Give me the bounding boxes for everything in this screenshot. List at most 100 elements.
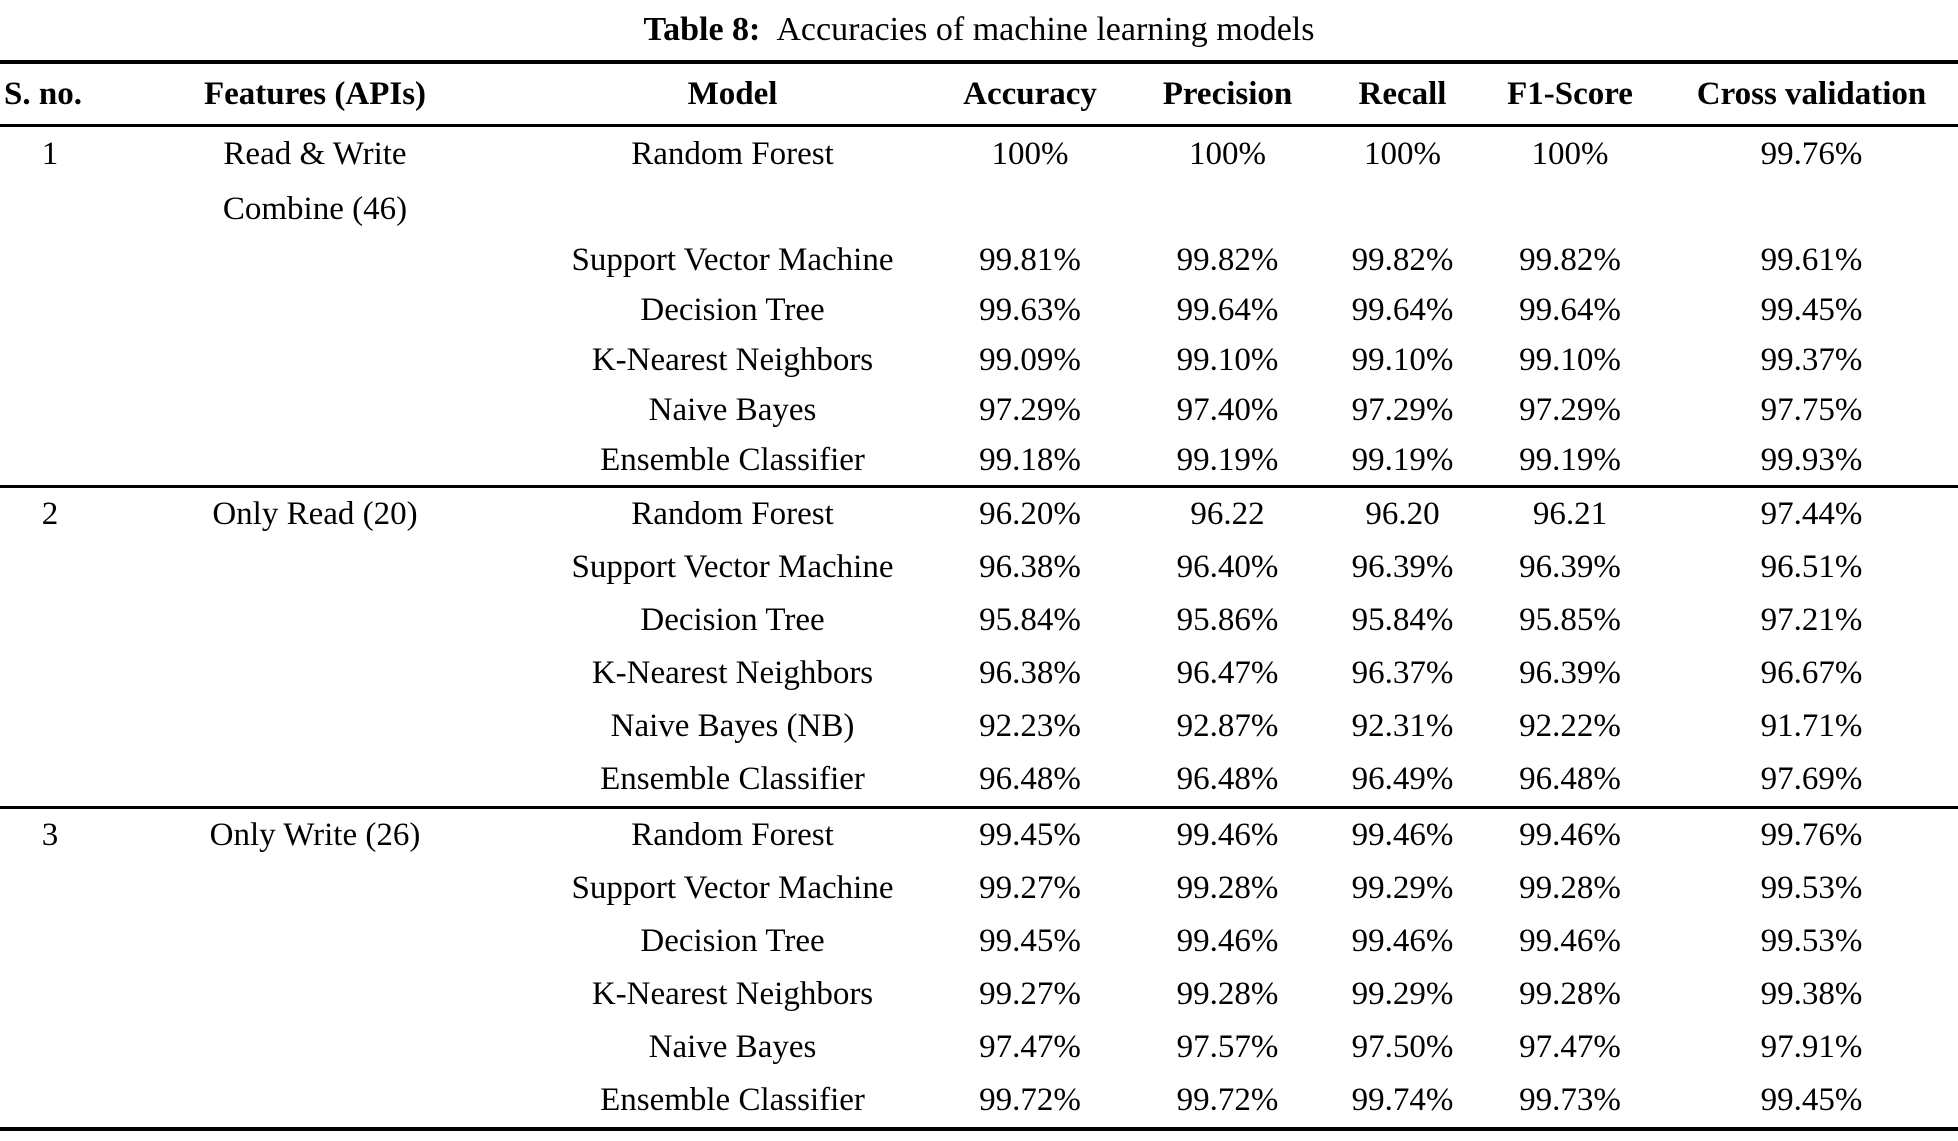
f1-cell: 96.21 bbox=[1532, 496, 1608, 532]
table-caption-title: Accuracies of machine learning models bbox=[776, 11, 1315, 48]
accuracy-cell: 99.45% bbox=[979, 817, 1081, 853]
f1-cell: 99.28% bbox=[1519, 870, 1621, 906]
model-cell: Support Vector Machine bbox=[571, 241, 894, 278]
recall-cell: 99.19% bbox=[1351, 441, 1454, 478]
col-header-model: Model bbox=[687, 75, 778, 112]
recall-cell: 99.10% bbox=[1351, 341, 1454, 378]
precision-cell: 99.72% bbox=[1176, 1082, 1279, 1118]
features-line: Only Write (26) bbox=[209, 817, 421, 853]
precision-cell: 100% bbox=[1189, 136, 1266, 172]
table-row: Support Vector Machine 96.38% 96.40% 96.… bbox=[0, 541, 1958, 594]
col-header-accuracy: Accuracy bbox=[963, 75, 1097, 112]
features-line: Combine (46) bbox=[222, 191, 408, 227]
accuracy-cell: 99.27% bbox=[979, 870, 1081, 906]
sno-cell: 1 bbox=[41, 136, 59, 172]
precision-cell: 97.40% bbox=[1176, 391, 1279, 428]
accuracy-cell: 99.18% bbox=[979, 441, 1081, 478]
cv-cell: 97.91% bbox=[1760, 1029, 1863, 1065]
cv-cell: 97.75% bbox=[1760, 391, 1863, 428]
table-row: 2 Only Read (20) Random Forest 96.20% 96… bbox=[0, 487, 1958, 542]
cv-cell: 97.69% bbox=[1760, 761, 1863, 797]
f1-cell: 92.22% bbox=[1519, 708, 1621, 744]
recall-cell: 97.29% bbox=[1351, 391, 1454, 428]
recall-cell: 97.50% bbox=[1351, 1029, 1454, 1065]
f1-cell: 96.39% bbox=[1519, 655, 1621, 691]
table-row: Naive Bayes (NB) 92.23% 92.87% 92.31% 92… bbox=[0, 700, 1958, 753]
f1-cell: 97.29% bbox=[1519, 391, 1621, 428]
recall-cell: 100% bbox=[1364, 136, 1441, 172]
f1-cell: 99.64% bbox=[1519, 291, 1621, 328]
sno-cell: 2 bbox=[41, 496, 59, 532]
model-cell: Random Forest bbox=[631, 817, 834, 853]
table-row: Decision Tree 99.63% 99.64% 99.64% 99.64… bbox=[0, 285, 1958, 335]
precision-cell: 99.46% bbox=[1176, 923, 1279, 959]
table-row: Ensemble Classifier 99.72% 99.72% 99.74%… bbox=[0, 1074, 1958, 1129]
table-row: Ensemble Classifier 96.48% 96.48% 96.49%… bbox=[0, 753, 1958, 808]
precision-cell: 99.64% bbox=[1176, 291, 1279, 328]
sno-cell: 3 bbox=[41, 817, 59, 853]
recall-cell: 96.20 bbox=[1365, 496, 1440, 532]
f1-cell: 96.48% bbox=[1519, 761, 1621, 797]
cv-cell: 99.76% bbox=[1760, 136, 1863, 172]
model-cell: Ensemble Classifier bbox=[600, 441, 865, 478]
cv-cell: 96.51% bbox=[1760, 549, 1863, 585]
accuracy-cell: 96.38% bbox=[979, 549, 1081, 585]
col-header-cv: Cross validation bbox=[1696, 75, 1927, 112]
precision-cell: 99.19% bbox=[1176, 441, 1279, 478]
cv-cell: 99.61% bbox=[1760, 241, 1863, 278]
f1-cell: 97.47% bbox=[1519, 1029, 1621, 1065]
precision-cell: 96.22 bbox=[1190, 496, 1265, 532]
accuracy-cell: 92.23% bbox=[979, 708, 1081, 744]
model-cell: Naive Bayes (NB) bbox=[610, 708, 855, 744]
table-row: Support Vector Machine 99.81% 99.82% 99.… bbox=[0, 235, 1958, 285]
recall-cell: 99.29% bbox=[1351, 870, 1454, 906]
f1-cell: 95.85% bbox=[1519, 602, 1621, 638]
cv-cell: 99.53% bbox=[1760, 923, 1863, 959]
f1-cell: 99.82% bbox=[1519, 241, 1621, 278]
f1-cell: 99.73% bbox=[1519, 1082, 1621, 1118]
cv-cell: 97.21% bbox=[1760, 602, 1863, 638]
recall-cell: 95.84% bbox=[1351, 602, 1454, 638]
section-only-write: 3 Only Write (26) Random Forest 99.45% 9… bbox=[0, 808, 1958, 1129]
table-row: Support Vector Machine 99.27% 99.28% 99.… bbox=[0, 862, 1958, 915]
model-cell: Naive Bayes bbox=[648, 391, 817, 428]
section-only-read: 2 Only Read (20) Random Forest 96.20% 96… bbox=[0, 487, 1958, 808]
accuracy-table: S. no. Features (APIs) Model Accuracy Pr… bbox=[0, 60, 1958, 1131]
col-header-sno: S. no. bbox=[4, 75, 82, 112]
recall-cell: 96.37% bbox=[1351, 655, 1454, 691]
cv-cell: 96.67% bbox=[1760, 655, 1863, 691]
cv-cell: 99.45% bbox=[1760, 291, 1863, 328]
precision-cell: 99.82% bbox=[1176, 241, 1279, 278]
accuracy-cell: 99.72% bbox=[979, 1082, 1081, 1118]
recall-cell: 99.74% bbox=[1351, 1082, 1454, 1118]
precision-cell: 97.57% bbox=[1176, 1029, 1279, 1065]
recall-cell: 99.46% bbox=[1351, 923, 1454, 959]
model-cell: Support Vector Machine bbox=[571, 870, 894, 906]
accuracy-cell: 99.27% bbox=[979, 976, 1081, 1012]
table-row: 1 Read & Write Combine (46) Random Fores… bbox=[0, 126, 1958, 236]
col-header-f1: F1-Score bbox=[1507, 75, 1633, 112]
model-cell: K-Nearest Neighbors bbox=[591, 341, 874, 378]
precision-cell: 99.28% bbox=[1176, 870, 1279, 906]
accuracy-cell: 97.47% bbox=[979, 1029, 1081, 1065]
recall-cell: 99.64% bbox=[1351, 291, 1454, 328]
table-row: Naive Bayes 97.47% 97.57% 97.50% 97.47% … bbox=[0, 1021, 1958, 1074]
table-row: Ensemble Classifier 99.18% 99.19% 99.19%… bbox=[0, 435, 1958, 487]
accuracy-cell: 96.38% bbox=[979, 655, 1081, 691]
model-cell: Random Forest bbox=[631, 496, 834, 532]
cv-cell: 99.93% bbox=[1760, 441, 1863, 478]
f1-cell: 99.46% bbox=[1519, 817, 1621, 853]
table-row: 3 Only Write (26) Random Forest 99.45% 9… bbox=[0, 808, 1958, 863]
table-row: Naive Bayes 97.29% 97.40% 97.29% 97.29% … bbox=[0, 385, 1958, 435]
features-line: Only Read (20) bbox=[212, 496, 418, 532]
features-cell: Only Write (26) bbox=[100, 808, 530, 1130]
recall-cell: 92.31% bbox=[1351, 708, 1454, 744]
table-caption-label: Table 8: bbox=[643, 11, 761, 48]
features-line: Read & Write bbox=[223, 136, 407, 172]
model-cell: K-Nearest Neighbors bbox=[591, 976, 874, 1012]
accuracy-cell: 97.29% bbox=[979, 391, 1081, 428]
accuracy-cell: 99.45% bbox=[979, 923, 1081, 959]
recall-cell: 99.82% bbox=[1351, 241, 1454, 278]
table-row: Decision Tree 99.45% 99.46% 99.46% 99.46… bbox=[0, 915, 1958, 968]
table-header: S. no. Features (APIs) Model Accuracy Pr… bbox=[0, 62, 1958, 126]
